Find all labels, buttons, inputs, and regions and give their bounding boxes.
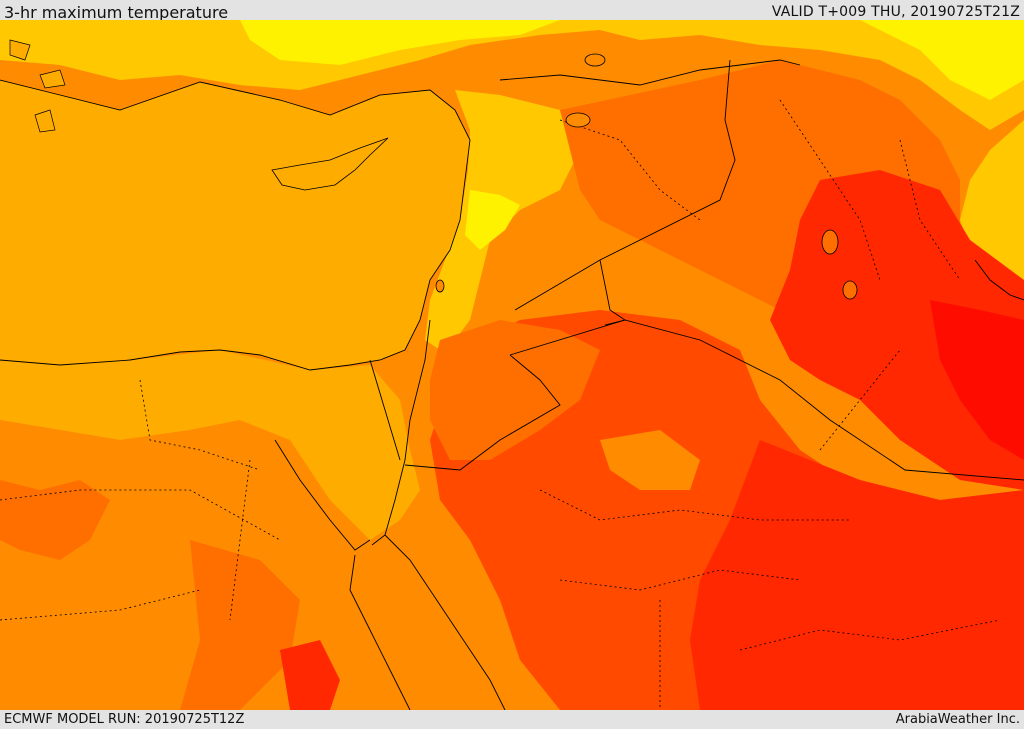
aegean-island-2 xyxy=(39,69,66,89)
jordan-dark-orange xyxy=(430,320,600,460)
sea-of-galilee xyxy=(435,279,445,293)
saudi-iraq-border xyxy=(509,319,1024,481)
arabian-red-sea-coast xyxy=(384,534,506,710)
southern-iraq-deep-red xyxy=(930,300,1024,460)
gulf-of-suez-coast xyxy=(274,439,371,551)
lake-van-edge xyxy=(584,53,606,67)
turkey-yellow-region xyxy=(0,20,1024,130)
lake-assad xyxy=(565,112,591,128)
map-title: 3-hr maximum temperature xyxy=(4,3,229,22)
nafud-orange-patch xyxy=(600,430,700,490)
valid-time-label: VALID T+009 THU, 20190725T21Z xyxy=(771,4,1020,20)
red-sea xyxy=(355,530,500,710)
mediterranean-coastline xyxy=(0,79,471,371)
egypt-israel-border xyxy=(369,359,401,461)
aegean-island-1 xyxy=(9,39,31,61)
african-red-sea-coast xyxy=(349,554,411,710)
turkey-syria-border xyxy=(499,59,801,86)
gulf-of-aqaba-coast xyxy=(371,459,406,546)
sudan-red-patch xyxy=(280,640,340,710)
syria-iraq-border xyxy=(514,59,736,311)
map-canvas xyxy=(0,20,1024,710)
turkey-light-yellow-patch xyxy=(240,20,560,65)
jordan-valley-border xyxy=(404,319,431,461)
temperature-map xyxy=(0,20,1024,710)
model-run-label: ECMWF MODEL RUN: 20190725T12Z xyxy=(4,712,245,727)
lake-habbaniyah xyxy=(842,280,858,300)
header-bar: 3-hr maximum temperature VALID T+009 THU… xyxy=(0,0,1024,22)
jordan-iraq-border xyxy=(599,259,627,326)
caucasus-light-yellow-patch xyxy=(860,20,1024,100)
egypt-coast-light-orange xyxy=(0,350,420,540)
western-desert-dark-orange xyxy=(0,480,110,560)
lake-tharthar xyxy=(821,229,839,255)
rhodes-island xyxy=(34,109,56,133)
eastern-saudi-red xyxy=(690,440,1024,710)
cyprus-island xyxy=(271,137,389,191)
zagros-yellow-ridge xyxy=(960,120,1024,280)
credit-label: ArabiaWeather Inc. xyxy=(895,712,1020,727)
footer-bar: ECMWF MODEL RUN: 20190725T12Z ArabiaWeat… xyxy=(0,710,1024,729)
persian-gulf-coast xyxy=(974,259,1024,301)
upper-egypt-dark-orange xyxy=(180,540,300,710)
mediterranean-sea xyxy=(0,80,470,370)
jordan-saudi-border xyxy=(404,354,561,471)
provincial-boundaries xyxy=(0,99,1001,710)
lebanon-light-yellow xyxy=(465,190,520,250)
